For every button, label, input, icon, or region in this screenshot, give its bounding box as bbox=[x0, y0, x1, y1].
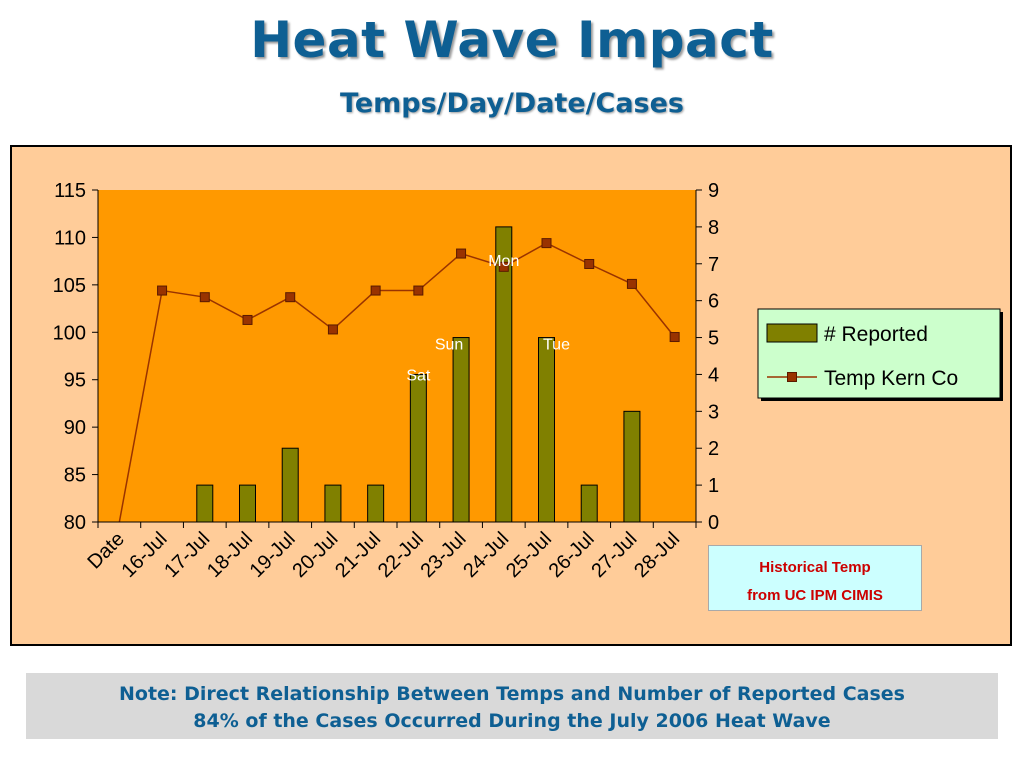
day-label: Sun bbox=[435, 337, 463, 354]
y-right-tick-label: 6 bbox=[708, 291, 719, 313]
legend-label-reported: # Reported bbox=[824, 323, 928, 346]
y-left-tick-label: 105 bbox=[53, 275, 86, 297]
temp-marker bbox=[584, 258, 595, 269]
historical-temp-callout: Historical Temp from UC IPM CIMIS bbox=[708, 545, 922, 611]
y-left-tick-label: 115 bbox=[54, 180, 86, 202]
temp-marker bbox=[669, 332, 680, 343]
y-left-tick-label: 110 bbox=[54, 227, 86, 249]
x-tick-label: 24-Jul bbox=[459, 528, 513, 582]
y-right-tick-label: 3 bbox=[708, 401, 719, 423]
x-tick-label: 18-Jul bbox=[203, 528, 257, 582]
callout-line-1: Historical Temp bbox=[759, 559, 871, 576]
x-tick-label: 19-Jul bbox=[246, 528, 300, 582]
x-tick-label: 20-Jul bbox=[288, 528, 342, 582]
slide-subtitle: Temps/Day/Date/Cases bbox=[340, 88, 684, 119]
temp-marker bbox=[626, 278, 637, 289]
temp-marker bbox=[498, 261, 509, 272]
bar bbox=[196, 484, 214, 523]
bar bbox=[452, 337, 470, 523]
x-tick-label: 26-Jul bbox=[545, 528, 599, 582]
legend-marker-swatch bbox=[787, 372, 797, 382]
legend-label-temp: Temp Kern Co bbox=[824, 367, 958, 390]
x-tick-label: 22-Jul bbox=[374, 528, 428, 582]
y-right-tick-label: 2 bbox=[708, 438, 719, 460]
day-label: Tue bbox=[543, 337, 570, 354]
y-left-tick-label: 85 bbox=[64, 465, 86, 487]
temp-marker bbox=[327, 324, 338, 335]
note-line-2: 84% of the Cases Occurred During the Jul… bbox=[193, 710, 831, 732]
legend-box bbox=[757, 308, 1001, 399]
y-right-tick-label: 8 bbox=[708, 217, 719, 239]
temp-marker bbox=[157, 285, 168, 296]
x-tick-label: 27-Jul bbox=[587, 528, 641, 582]
heat-wave-chart: 808590951001051101150123456789Date16-Jul… bbox=[53, 180, 1003, 582]
temp-marker bbox=[370, 285, 381, 296]
note-box: Note: Direct Relationship Between Temps … bbox=[26, 673, 998, 739]
bar bbox=[409, 373, 427, 523]
y-right-tick-label: 9 bbox=[708, 180, 719, 202]
bar bbox=[324, 484, 342, 523]
x-tick-label: 17-Jul bbox=[160, 528, 214, 582]
note-line-1: Note: Direct Relationship Between Temps … bbox=[119, 683, 905, 705]
bar bbox=[580, 484, 598, 523]
temp-marker bbox=[199, 292, 210, 303]
y-left-tick-label: 80 bbox=[64, 512, 86, 534]
x-tick-label: 25-Jul bbox=[502, 528, 556, 582]
bar bbox=[367, 484, 385, 523]
temp-line bbox=[118, 242, 676, 523]
y-right-tick-label: 0 bbox=[708, 512, 719, 534]
callout-line-2: from UC IPM CIMIS bbox=[747, 587, 883, 604]
y-right-tick-label: 4 bbox=[708, 364, 719, 386]
temp-marker bbox=[541, 238, 552, 249]
bar bbox=[281, 447, 299, 523]
y-left-tick-label: 100 bbox=[53, 322, 86, 344]
y-left-tick-label: 90 bbox=[64, 417, 86, 439]
chart-frame: 80 85 90 95 100 105 110 115 0 1 2 3 4 5 6 7 8 9 Date 16-Jul… bbox=[10, 145, 1012, 646]
plot-area bbox=[98, 190, 696, 522]
day-label: Sat bbox=[406, 367, 431, 384]
y-left-tick-label: 95 bbox=[64, 370, 86, 392]
y-right-tick-label: 5 bbox=[708, 328, 719, 350]
temp-marker bbox=[456, 248, 467, 259]
temp-marker bbox=[413, 285, 424, 296]
x-tick-label: 23-Jul bbox=[417, 528, 471, 582]
x-tick-label: 28-Jul bbox=[630, 528, 684, 582]
day-label: Mon bbox=[488, 253, 519, 270]
temp-marker bbox=[242, 314, 253, 325]
temp-marker bbox=[285, 292, 296, 303]
y-right-tick-label: 7 bbox=[708, 254, 719, 276]
slide-title: Heat Wave Impact bbox=[250, 11, 774, 69]
bar bbox=[239, 484, 256, 523]
y-right-tick-label: 1 bbox=[708, 475, 719, 497]
bar bbox=[538, 337, 555, 523]
bar bbox=[623, 410, 641, 523]
x-tick-label: 21-Jul bbox=[331, 528, 385, 582]
legend-bar-swatch bbox=[766, 323, 818, 343]
x-tick-label: 16-Jul bbox=[118, 528, 172, 582]
